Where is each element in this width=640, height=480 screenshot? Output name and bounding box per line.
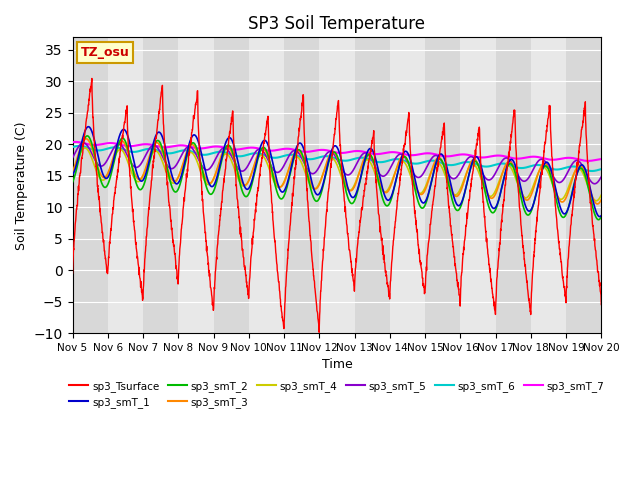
Bar (284, 37, 319, 333)
Text: TZ_osu: TZ_osu (81, 46, 129, 59)
Bar (425, 37, 460, 333)
Bar (179, 37, 214, 333)
Bar (566, 37, 601, 333)
Bar (72, 37, 108, 333)
X-axis label: Time: Time (321, 359, 352, 372)
Bar (108, 37, 143, 333)
Bar (355, 37, 390, 333)
Title: SP3 Soil Temperature: SP3 Soil Temperature (248, 15, 426, 33)
Legend: sp3_Tsurface, sp3_smT_1, sp3_smT_2, sp3_smT_3, sp3_smT_4, sp3_smT_5, sp3_smT_6, : sp3_Tsurface, sp3_smT_1, sp3_smT_2, sp3_… (65, 377, 609, 412)
Bar (249, 37, 284, 333)
Bar (531, 37, 566, 333)
Bar (143, 37, 179, 333)
Bar (390, 37, 425, 333)
Bar (460, 37, 495, 333)
Bar (319, 37, 355, 333)
Bar (495, 37, 531, 333)
Y-axis label: Soil Temperature (C): Soil Temperature (C) (15, 121, 28, 250)
Bar (214, 37, 249, 333)
